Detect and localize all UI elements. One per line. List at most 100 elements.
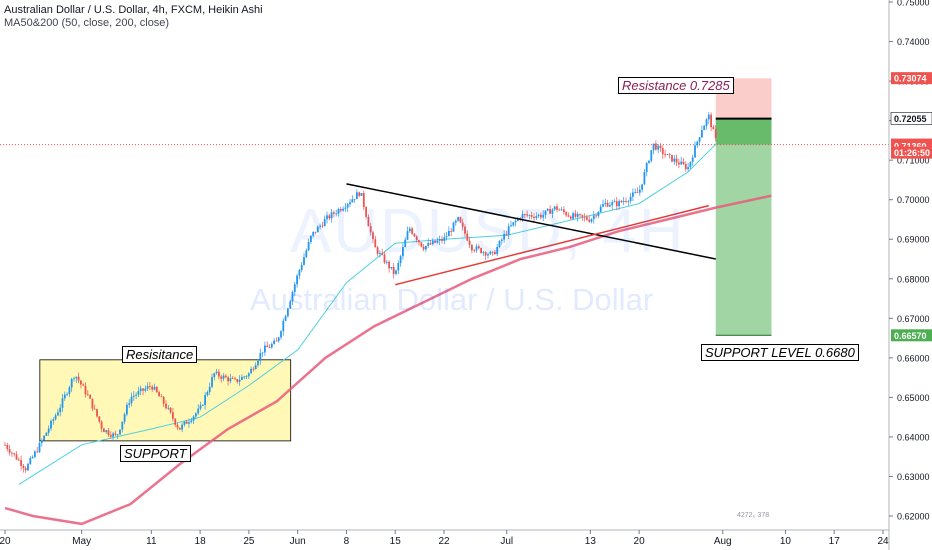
candle-down [218,371,220,377]
candle-down [466,233,469,241]
candle-down [86,394,89,396]
candle-up [197,408,200,414]
candle-up [572,213,574,219]
candle-down [314,231,317,233]
candle-up [326,215,328,220]
candle-down [664,154,666,156]
candle-up [206,392,209,396]
candle-up [181,424,183,430]
candle-down [678,162,680,165]
candle-down [473,250,476,252]
candle-up [344,207,347,209]
price-axis-label: 0.67000 [897,314,930,324]
candle-down [185,421,188,424]
candle-down [93,408,96,410]
candle-up [360,193,363,196]
candle-down [477,246,480,249]
candle-down [712,127,715,130]
candle-up [250,368,252,374]
candle-up [139,388,142,392]
candle-up [222,375,225,379]
candle-up [40,440,43,443]
candle-up [307,242,310,251]
candle-up [346,204,349,208]
candle-down [103,428,105,433]
candle-up [277,337,280,342]
candle-up [312,231,315,236]
candle-up [63,394,66,399]
candle-up [609,205,611,207]
candle-up [29,458,32,464]
candle-up [247,373,250,377]
candle-down [11,452,13,454]
price-tag-label: 0.72055 [894,114,927,124]
candle-down [367,216,370,227]
candle-up [500,239,503,241]
candle-up [657,145,660,150]
candle-up [195,413,197,417]
candle-down [98,416,101,422]
support-level-label: SUPPORT LEVEL 0.6680 [701,344,859,361]
candle-up [638,189,641,193]
candle-up [75,376,78,379]
candle-up [335,213,338,215]
candle-up [503,234,505,240]
candle-up [390,266,393,269]
candle-up [443,237,446,241]
candle-up [673,158,676,162]
candle-up [153,386,156,390]
time-axis-label: 8 [344,536,350,547]
candle-up [431,240,434,245]
candle-up [47,428,50,433]
candle-up [689,161,692,168]
candle-down [275,340,278,342]
candle-down [710,114,712,128]
candle-down [429,243,432,245]
candle-down [114,433,117,435]
candle-up [31,456,34,459]
candle-down [174,418,177,425]
candle-down [77,376,80,381]
candle-down [494,251,496,255]
candle-up [300,264,303,271]
candle-up [119,429,121,435]
candle-up [291,291,294,302]
candle-up [408,228,411,232]
candle-up [287,308,289,317]
candle-down [80,380,82,385]
candle-down [480,248,482,254]
candle-down [420,242,423,247]
candle-up [648,160,650,164]
price-axis-label: 0.75000 [897,0,930,8]
price-axis-label: 0.68000 [897,274,930,284]
candle-up [650,150,653,161]
price-axis-label: 0.65000 [897,393,930,403]
candle-down [523,214,526,215]
candle-down [464,226,466,234]
candle-up [397,263,400,271]
candle-down [491,251,494,253]
candle-down [526,214,528,216]
candle-down [675,158,678,163]
candle-down [231,378,234,380]
candle-down [227,377,229,382]
candle-down [381,252,384,255]
candle-up [356,192,358,200]
time-axis-label: 11 [146,536,157,547]
candle-up [284,316,287,321]
candle-down [530,215,533,217]
candle-up [204,395,206,405]
candle-up [622,201,625,203]
time-axis-label: 22 [438,536,450,547]
candle-up [270,344,273,348]
candle-down [36,451,39,453]
candle-down [595,215,597,217]
candle-up [342,208,344,211]
candle-down [468,240,471,245]
candle-up [310,235,312,243]
price-axis-label: 0.69000 [897,235,930,245]
candle-down [620,201,623,203]
candle-up [116,434,119,436]
candle-down [471,244,473,251]
